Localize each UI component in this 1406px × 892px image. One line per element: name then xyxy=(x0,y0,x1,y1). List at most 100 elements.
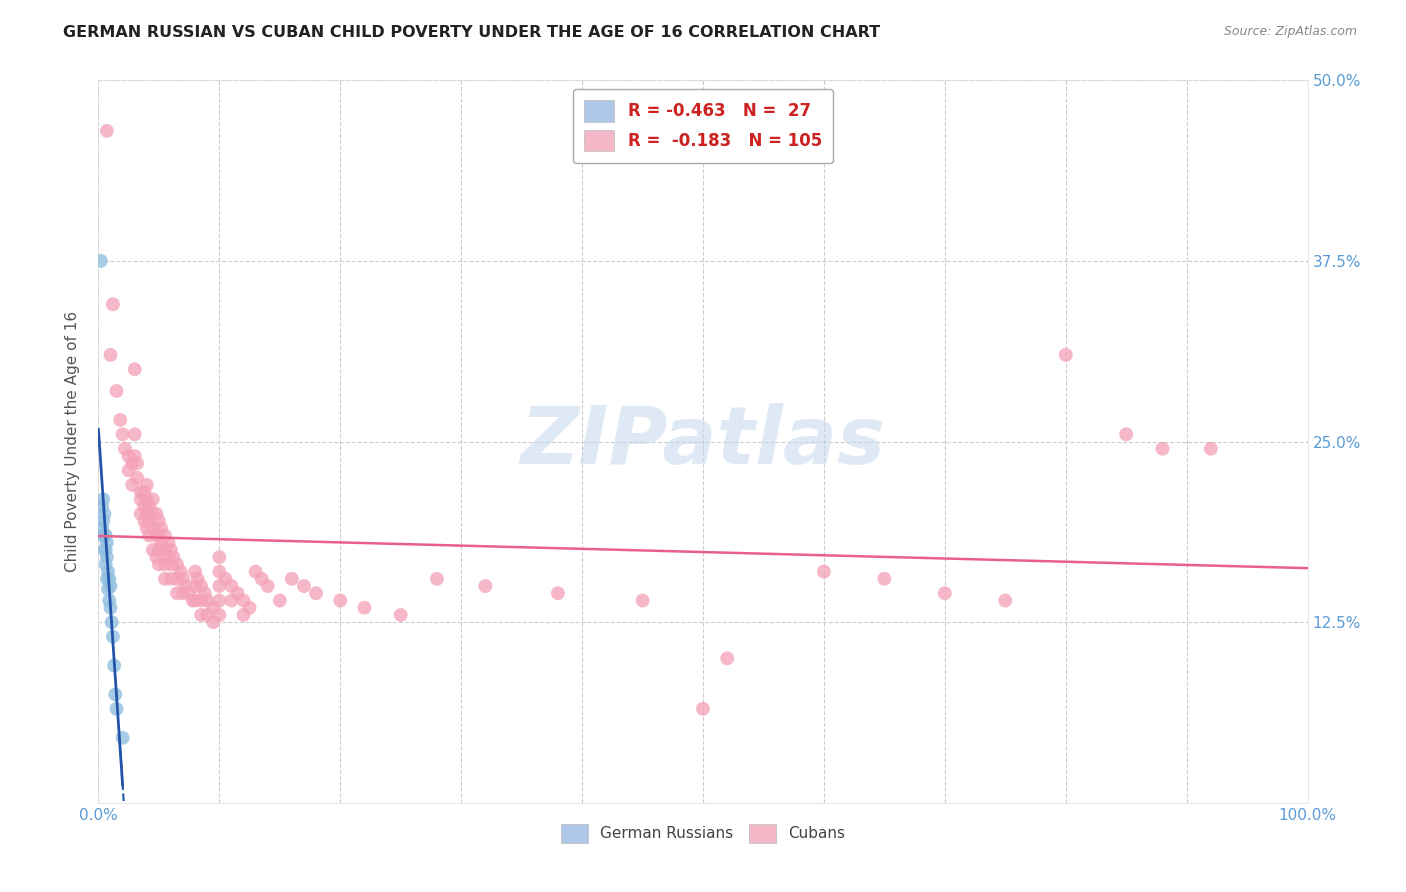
Point xyxy=(269,593,291,607)
Point xyxy=(232,607,254,622)
Point xyxy=(129,492,152,507)
Point xyxy=(105,702,128,716)
Point xyxy=(184,579,207,593)
Point xyxy=(93,542,115,557)
Point xyxy=(97,565,120,579)
Point xyxy=(127,470,149,484)
Point xyxy=(134,500,156,514)
Point xyxy=(160,542,183,557)
Point xyxy=(157,550,180,565)
Point xyxy=(190,607,212,622)
Point xyxy=(174,579,197,593)
Point xyxy=(108,413,131,427)
Point xyxy=(934,586,956,600)
Point xyxy=(813,565,835,579)
Point xyxy=(142,507,165,521)
Point xyxy=(221,579,243,593)
Point xyxy=(202,615,225,630)
Point xyxy=(172,572,194,586)
Point xyxy=(91,492,114,507)
Point xyxy=(103,658,125,673)
Point xyxy=(1199,442,1222,456)
Text: GERMAN RUSSIAN VS CUBAN CHILD POVERTY UNDER THE AGE OF 16 CORRELATION CHART: GERMAN RUSSIAN VS CUBAN CHILD POVERTY UN… xyxy=(63,25,880,40)
Point xyxy=(169,565,191,579)
Point xyxy=(153,542,176,557)
Point xyxy=(135,507,157,521)
Point xyxy=(148,514,170,528)
Point xyxy=(190,593,212,607)
Point xyxy=(134,514,156,528)
Point xyxy=(153,528,176,542)
Point xyxy=(547,586,569,600)
Point xyxy=(208,607,231,622)
Point xyxy=(256,579,278,593)
Point xyxy=(97,582,120,596)
Point xyxy=(148,542,170,557)
Point xyxy=(208,593,231,607)
Point xyxy=(101,630,124,644)
Point xyxy=(166,572,188,586)
Point xyxy=(208,565,231,579)
Point xyxy=(91,514,114,528)
Point xyxy=(1054,348,1077,362)
Point xyxy=(135,492,157,507)
Point xyxy=(250,572,273,586)
Point xyxy=(114,442,136,456)
Point xyxy=(135,521,157,535)
Point xyxy=(474,579,496,593)
Point xyxy=(221,593,243,607)
Point xyxy=(329,593,352,607)
Point xyxy=(135,478,157,492)
Point xyxy=(179,586,201,600)
Point xyxy=(208,579,231,593)
Point xyxy=(98,572,121,586)
Point xyxy=(91,521,114,535)
Point xyxy=(145,507,167,521)
Point xyxy=(105,384,128,398)
Point xyxy=(100,615,122,630)
Point xyxy=(426,572,449,586)
Point xyxy=(1152,442,1174,456)
Point xyxy=(121,478,143,492)
Point xyxy=(145,528,167,542)
Text: ZIPatlas: ZIPatlas xyxy=(520,402,886,481)
Point xyxy=(101,297,124,311)
Point xyxy=(160,572,183,586)
Point xyxy=(127,456,149,470)
Point xyxy=(389,607,412,622)
Point xyxy=(142,492,165,507)
Point xyxy=(190,579,212,593)
Point xyxy=(94,542,117,557)
Point xyxy=(202,600,225,615)
Point xyxy=(94,528,117,542)
Point xyxy=(172,586,194,600)
Point xyxy=(138,528,160,542)
Point xyxy=(150,521,173,535)
Point xyxy=(100,579,122,593)
Point xyxy=(194,586,217,600)
Point xyxy=(184,565,207,579)
Point xyxy=(160,558,183,572)
Point xyxy=(232,593,254,607)
Point xyxy=(91,500,114,514)
Point xyxy=(195,607,218,622)
Point xyxy=(138,500,160,514)
Point xyxy=(145,550,167,565)
Point xyxy=(157,535,180,549)
Point xyxy=(96,550,118,565)
Y-axis label: Child Poverty Under the Age of 16: Child Poverty Under the Age of 16 xyxy=(65,311,80,572)
Point xyxy=(138,514,160,528)
Point xyxy=(153,558,176,572)
Point xyxy=(184,593,207,607)
Point xyxy=(245,565,267,579)
Point xyxy=(716,651,738,665)
Point xyxy=(118,463,141,477)
Point xyxy=(162,550,184,565)
Point xyxy=(166,558,188,572)
Point xyxy=(98,593,121,607)
Point xyxy=(226,586,249,600)
Point xyxy=(153,572,176,586)
Point xyxy=(111,731,134,745)
Point xyxy=(100,600,122,615)
Point xyxy=(214,572,236,586)
